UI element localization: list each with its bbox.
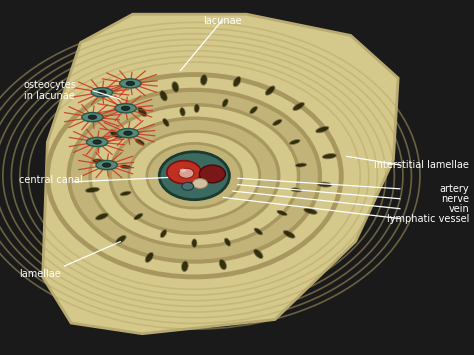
Ellipse shape	[82, 113, 103, 122]
Ellipse shape	[137, 107, 147, 116]
Ellipse shape	[135, 139, 145, 145]
Ellipse shape	[277, 210, 287, 216]
Ellipse shape	[90, 105, 299, 247]
Ellipse shape	[167, 160, 201, 184]
Ellipse shape	[316, 126, 329, 133]
Ellipse shape	[250, 106, 257, 114]
Ellipse shape	[273, 119, 282, 126]
Ellipse shape	[224, 238, 231, 246]
Ellipse shape	[86, 137, 108, 147]
Ellipse shape	[283, 230, 295, 238]
Ellipse shape	[96, 213, 108, 220]
Ellipse shape	[110, 118, 279, 233]
Ellipse shape	[145, 252, 154, 262]
Ellipse shape	[88, 115, 97, 119]
Ellipse shape	[192, 179, 208, 189]
Ellipse shape	[98, 90, 106, 94]
Ellipse shape	[110, 131, 122, 138]
Ellipse shape	[120, 79, 141, 88]
Ellipse shape	[201, 75, 207, 85]
Ellipse shape	[304, 208, 317, 214]
Text: artery: artery	[439, 184, 469, 194]
Ellipse shape	[180, 108, 185, 116]
Ellipse shape	[116, 235, 126, 244]
Ellipse shape	[124, 131, 132, 135]
Ellipse shape	[120, 191, 131, 196]
Text: lymphatic vessel: lymphatic vessel	[387, 214, 469, 224]
Ellipse shape	[129, 131, 260, 220]
Ellipse shape	[254, 228, 263, 235]
Ellipse shape	[322, 154, 337, 159]
Ellipse shape	[134, 213, 143, 220]
Ellipse shape	[182, 182, 194, 190]
Ellipse shape	[318, 182, 332, 187]
Ellipse shape	[233, 77, 241, 87]
Ellipse shape	[117, 129, 138, 138]
Ellipse shape	[96, 160, 117, 170]
Text: interstitial lamellae: interstitial lamellae	[374, 160, 469, 170]
Ellipse shape	[126, 81, 135, 86]
Ellipse shape	[179, 168, 194, 178]
Text: lacunae: lacunae	[203, 16, 242, 26]
Ellipse shape	[164, 155, 225, 197]
Ellipse shape	[295, 163, 307, 167]
Ellipse shape	[265, 86, 275, 95]
Ellipse shape	[254, 249, 263, 258]
Ellipse shape	[115, 104, 137, 113]
Ellipse shape	[222, 99, 228, 107]
Ellipse shape	[69, 90, 320, 262]
Ellipse shape	[291, 188, 302, 192]
Text: central canal: central canal	[19, 175, 82, 185]
Ellipse shape	[194, 104, 200, 113]
Ellipse shape	[93, 140, 101, 144]
Ellipse shape	[121, 106, 130, 110]
Ellipse shape	[85, 187, 100, 192]
Ellipse shape	[172, 82, 179, 92]
Ellipse shape	[182, 261, 188, 272]
Ellipse shape	[91, 88, 112, 97]
Ellipse shape	[160, 230, 167, 237]
Polygon shape	[43, 14, 398, 334]
Ellipse shape	[163, 119, 169, 126]
Text: vein: vein	[448, 204, 469, 214]
Ellipse shape	[180, 169, 186, 172]
Text: lamellae: lamellae	[19, 269, 61, 279]
Ellipse shape	[219, 259, 227, 270]
Ellipse shape	[293, 103, 304, 110]
Ellipse shape	[160, 91, 167, 101]
Ellipse shape	[102, 163, 111, 167]
Ellipse shape	[147, 143, 242, 208]
Ellipse shape	[92, 159, 107, 164]
Ellipse shape	[191, 239, 197, 247]
Text: nerve: nerve	[441, 194, 469, 204]
Ellipse shape	[199, 165, 225, 183]
Ellipse shape	[159, 152, 229, 200]
Ellipse shape	[47, 75, 341, 277]
Text: osteocytes
in lacunae: osteocytes in lacunae	[23, 80, 76, 101]
Ellipse shape	[290, 140, 300, 144]
Ellipse shape	[120, 165, 131, 169]
